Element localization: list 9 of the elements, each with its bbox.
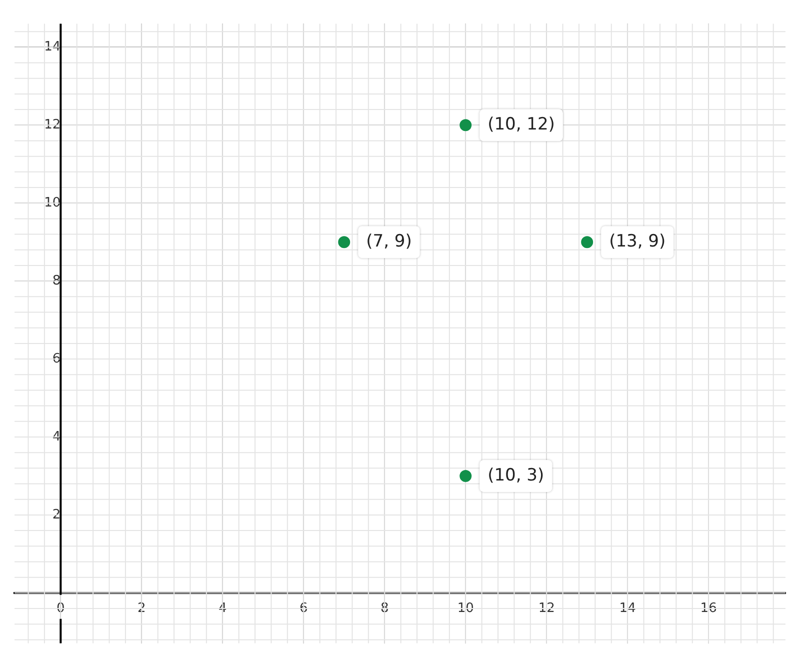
annotation: (10, 12) xyxy=(488,114,555,135)
annotation: (7, 9) xyxy=(366,232,412,252)
point xyxy=(460,119,472,132)
point xyxy=(581,236,594,248)
point xyxy=(338,236,350,248)
point xyxy=(460,470,472,482)
annotation: (13, 9) xyxy=(609,232,666,252)
annotation: (10, 3) xyxy=(488,465,544,486)
y-tick-label: 12 xyxy=(44,118,61,133)
